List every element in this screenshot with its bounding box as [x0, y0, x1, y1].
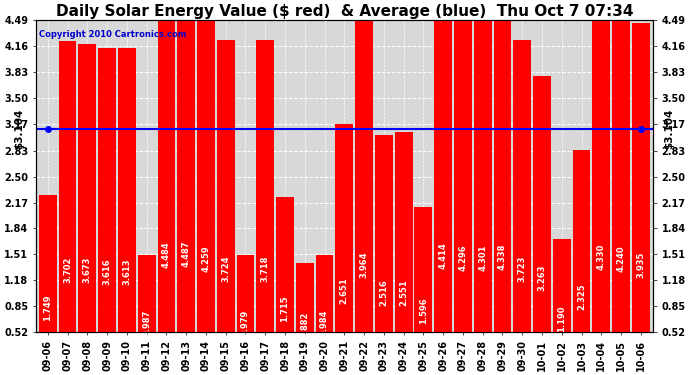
- Bar: [177, 0, 195, 332]
- Text: 4.484: 4.484: [162, 241, 171, 268]
- Text: 1.596: 1.596: [419, 298, 428, 324]
- Text: 2.651: 2.651: [339, 277, 349, 304]
- Bar: [553, 238, 571, 332]
- Text: 4.296: 4.296: [458, 244, 467, 271]
- Bar: [533, 76, 551, 332]
- Text: 4.414: 4.414: [439, 242, 448, 269]
- Bar: [98, 48, 116, 332]
- Bar: [118, 48, 136, 332]
- Bar: [493, 0, 511, 332]
- Text: 4.240: 4.240: [617, 246, 626, 272]
- Text: 3.613: 3.613: [122, 258, 131, 285]
- Bar: [612, 0, 630, 332]
- Text: 3.724: 3.724: [221, 256, 230, 282]
- Bar: [375, 135, 393, 332]
- Text: 1.715: 1.715: [281, 295, 290, 322]
- Text: 3.673: 3.673: [83, 257, 92, 284]
- Text: Copyright 2010 Cartronics.com: Copyright 2010 Cartronics.com: [39, 30, 186, 39]
- Bar: [315, 255, 333, 332]
- Title: Daily Solar Energy Value ($ red)  & Average (blue)  Thu Oct 7 07:34: Daily Solar Energy Value ($ red) & Avera…: [56, 4, 633, 19]
- Text: 3.723: 3.723: [518, 256, 526, 282]
- Text: 4.487: 4.487: [181, 241, 190, 267]
- Text: 0.979: 0.979: [241, 310, 250, 336]
- Bar: [138, 255, 155, 332]
- Bar: [39, 195, 57, 332]
- Text: 3.964: 3.964: [359, 251, 368, 278]
- Text: 3.935: 3.935: [636, 252, 645, 278]
- Text: 4.338: 4.338: [498, 244, 507, 270]
- Bar: [513, 40, 531, 332]
- Bar: [257, 40, 274, 332]
- Text: 3.616: 3.616: [103, 258, 112, 285]
- Text: 3.702: 3.702: [63, 256, 72, 283]
- Bar: [573, 150, 591, 332]
- Bar: [237, 255, 255, 332]
- Text: 2.516: 2.516: [380, 279, 388, 306]
- Bar: [593, 0, 610, 332]
- Bar: [395, 132, 413, 332]
- Bar: [335, 124, 353, 332]
- Text: 4.301: 4.301: [478, 244, 487, 271]
- Text: 0.987: 0.987: [142, 310, 151, 336]
- Bar: [434, 0, 452, 332]
- Bar: [59, 41, 77, 332]
- Bar: [79, 44, 96, 332]
- Bar: [217, 40, 235, 332]
- Bar: [296, 263, 314, 332]
- Bar: [632, 23, 650, 332]
- Bar: [157, 0, 175, 332]
- Text: 1.749: 1.749: [43, 295, 52, 321]
- Text: 1.190: 1.190: [558, 306, 566, 332]
- Text: $3.104: $3.104: [664, 109, 675, 149]
- Bar: [276, 197, 294, 332]
- Text: $3.104: $3.104: [14, 109, 24, 149]
- Text: 4.259: 4.259: [201, 245, 210, 272]
- Bar: [197, 0, 215, 332]
- Text: 0.882: 0.882: [300, 312, 309, 338]
- Text: 3.263: 3.263: [538, 265, 546, 291]
- Bar: [454, 0, 472, 332]
- Text: 3.718: 3.718: [261, 256, 270, 282]
- Text: 4.330: 4.330: [597, 244, 606, 270]
- Text: 0.984: 0.984: [320, 310, 329, 336]
- Bar: [355, 21, 373, 332]
- Bar: [415, 207, 432, 332]
- Text: 2.551: 2.551: [399, 279, 408, 306]
- Text: 2.325: 2.325: [577, 284, 586, 310]
- Bar: [474, 0, 491, 332]
